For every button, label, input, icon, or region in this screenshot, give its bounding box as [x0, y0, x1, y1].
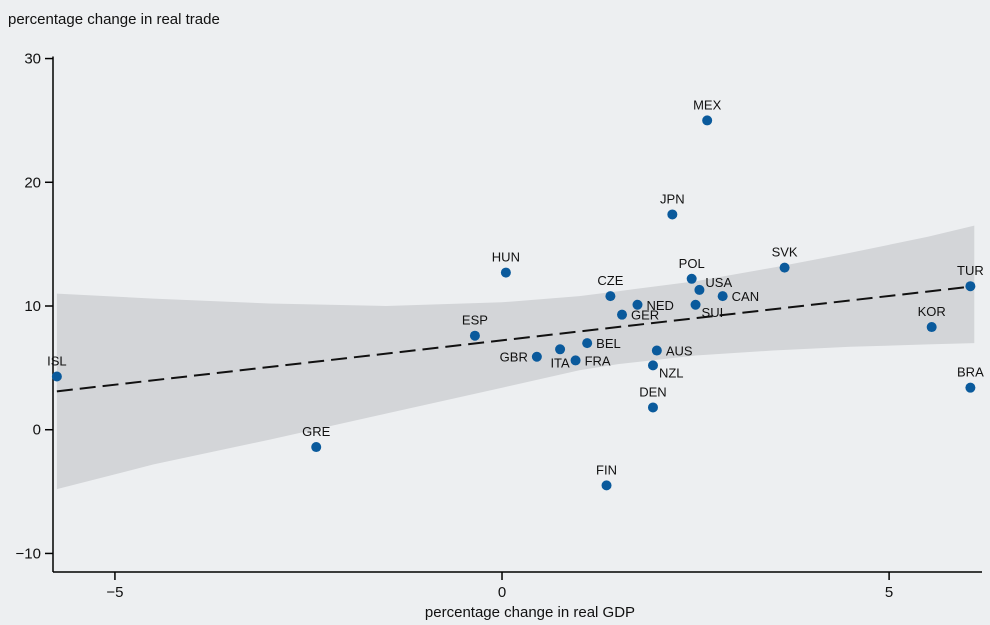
data-point-kor [926, 322, 937, 333]
point-label-gre: GRE [302, 424, 331, 439]
data-point-bra [965, 382, 976, 393]
data-point-svk [779, 262, 790, 273]
x-axis-label: percentage change in real GDP [425, 604, 635, 621]
point-label-can: CAN [732, 289, 759, 304]
data-point-gbr [531, 351, 542, 362]
data-point-ger [617, 309, 628, 320]
point-label-aus: AUS [666, 344, 693, 359]
y-tick-label: 10 [24, 298, 41, 315]
fit-line [56, 285, 975, 393]
data-point-tur [965, 281, 976, 292]
point-label-sui: SUI [702, 305, 724, 320]
point-label-esp: ESP [462, 313, 488, 328]
point-label-pol: POL [679, 256, 705, 271]
x-ticks: −5 0 5 [106, 572, 893, 601]
point-label-bra: BRA [957, 365, 984, 380]
y-tick-label: 0 [33, 422, 41, 439]
point-label-ger: GER [631, 308, 659, 323]
data-point-fra [570, 355, 581, 366]
data-point-aus [651, 345, 662, 356]
data-point-usa [694, 284, 705, 295]
x-tick-label: −5 [106, 584, 123, 601]
confidence-band [56, 225, 975, 490]
data-point-ita [555, 344, 566, 355]
point-label-jpn: JPN [660, 191, 685, 206]
point-label-fin: FIN [596, 462, 617, 477]
x-tick-label: 5 [885, 584, 893, 601]
y-ticks: −10 0 10 20 30 [16, 51, 53, 562]
point-label-cze: CZE [597, 273, 623, 288]
point-label-kor: KOR [918, 304, 946, 319]
point-label-mex: MEX [693, 97, 722, 112]
fit-line-layer [56, 285, 975, 393]
data-point-gre [311, 442, 322, 453]
point-label-usa: USA [705, 275, 732, 290]
y-axis-label: percentage change in real trade [8, 11, 220, 28]
data-point-den [647, 402, 658, 413]
data-point-sui [690, 299, 701, 310]
data-point-can [717, 291, 728, 302]
point-label-nzl: NZL [659, 365, 684, 380]
point-label-gbr: GBR [500, 350, 528, 365]
data-point-mex [702, 115, 713, 126]
axes [52, 56, 982, 573]
point-label-ita: ITA [550, 355, 570, 370]
point-label-svk: SVK [772, 245, 798, 260]
data-point-esp [469, 330, 480, 341]
x-tick-label: 0 [498, 584, 506, 601]
data-point-isl [51, 371, 62, 382]
point-label-bel: BEL [596, 336, 621, 351]
data-point-cze [605, 291, 616, 302]
y-tick-label: −10 [16, 545, 41, 562]
point-label-isl: ISL [47, 354, 67, 369]
data-point-fin [601, 480, 612, 491]
point-label-tur: TUR [957, 263, 984, 278]
point-label-fra: FRA [585, 353, 611, 368]
point-label-hun: HUN [492, 250, 520, 265]
data-point-pol [686, 273, 697, 284]
point-label-den: DEN [639, 384, 666, 399]
data-point-ned [632, 299, 643, 310]
point-label-ned: NED [646, 298, 673, 313]
data-point-hun [500, 267, 511, 278]
confidence-band-layer [56, 225, 975, 490]
y-tick-label: 20 [24, 174, 41, 191]
data-point-jpn [667, 209, 678, 220]
y-tick-label: 30 [24, 51, 41, 68]
data-point-nzl [647, 360, 658, 371]
data-point-bel [582, 338, 593, 349]
